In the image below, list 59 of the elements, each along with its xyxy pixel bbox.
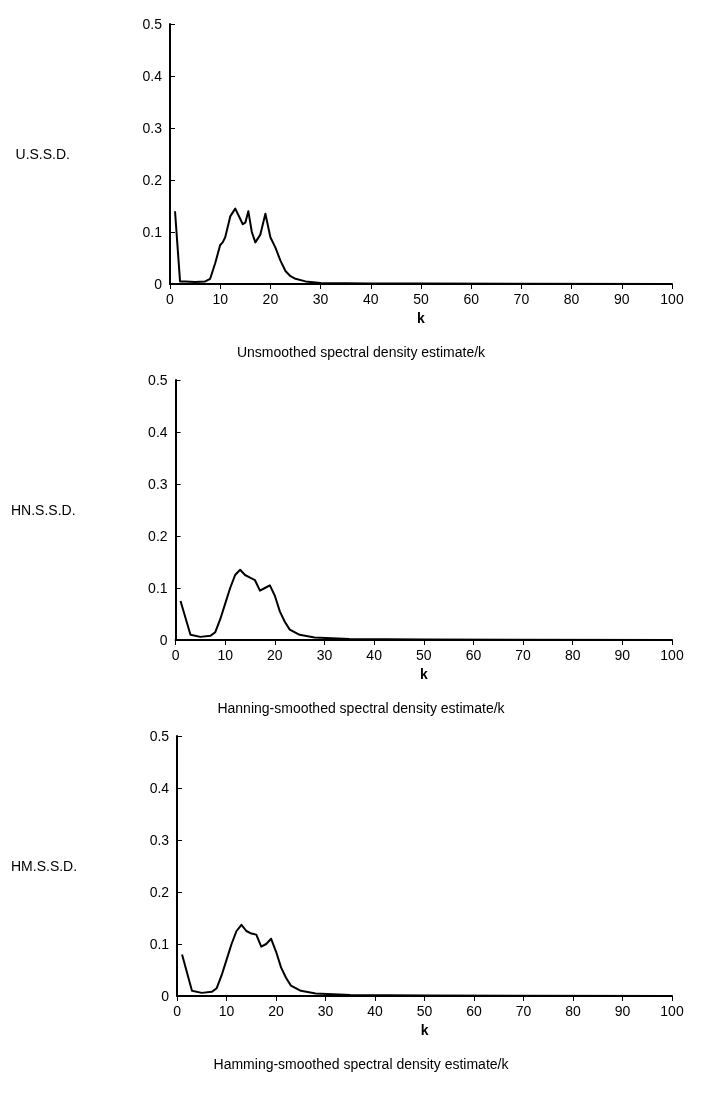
x-tick-label: 80: [563, 291, 580, 307]
x-tick-label: 50: [413, 291, 429, 307]
x-tick-label: 60: [465, 647, 482, 663]
y-tick-label: 0.3: [149, 832, 170, 848]
x-tick-label: 60: [466, 1003, 483, 1019]
x-tick-label: 0: [173, 1003, 182, 1019]
x-tick-label: 80: [565, 1003, 582, 1019]
x-tick-label: 90: [614, 1003, 631, 1019]
y-tick-label: 0.5: [149, 728, 170, 744]
x-tick-label: 90: [614, 291, 630, 307]
x-tick-label: 10: [217, 647, 234, 663]
y-tick-label: 0.1: [142, 224, 163, 240]
x-tick-label: 40: [366, 647, 383, 663]
y-tick-label: 0: [154, 276, 163, 292]
x-tick-label: 100: [660, 647, 684, 663]
x-tick-label: 70: [513, 291, 530, 307]
x-tick-label: 10: [212, 291, 229, 307]
x-tick-label: 0: [171, 647, 180, 663]
x-tick-label: 30: [317, 1003, 334, 1019]
y-tick-label: 0.2: [142, 172, 163, 188]
x-tick-label: 20: [268, 1003, 285, 1019]
x-tick-label: 100: [660, 291, 684, 307]
y-tick-label: 0: [161, 988, 170, 1004]
text: Unsmoothed spectral density estimate/k: [236, 344, 487, 360]
x-tick-label: 60: [463, 291, 480, 307]
text: Hamming-smoothed spectral density estimate/k: [213, 1056, 510, 1072]
x-tick-label: 40: [363, 291, 379, 307]
x-tick-label: 50: [415, 647, 432, 663]
y-tick-label: 0.5: [148, 372, 168, 388]
x-tick-label: 80: [564, 647, 581, 663]
x-tick-label: 40: [367, 1003, 384, 1019]
x-tick-label: 20: [262, 291, 279, 307]
x-tick-label: 30: [316, 647, 333, 663]
x-axis-title: k: [417, 309, 426, 326]
y-tick-label: 0.3: [142, 120, 163, 136]
x-tick-label: 10: [218, 1003, 235, 1019]
y-tick-label: 0.4: [142, 68, 163, 84]
y-tick-label: 0.1: [148, 580, 168, 596]
x-tick-label: 50: [416, 1003, 433, 1019]
y-axis-title: HN.S.S.D.: [10, 502, 76, 518]
y-tick-label: 0.4: [149, 780, 170, 796]
x-tick-label: 100: [660, 1003, 684, 1019]
x-tick-label: 70: [515, 1003, 532, 1019]
x-axis-title: k: [419, 665, 428, 682]
y-tick-label: 0.4: [148, 424, 168, 440]
y-tick-label: 0.2: [148, 528, 168, 544]
x-tick-label: 20: [267, 647, 283, 663]
y-axis-title: HM.S.S.D.: [10, 858, 78, 874]
y-axis-title: U.S.S.D.: [15, 146, 70, 162]
x-tick-label: 70: [515, 647, 532, 663]
x-axis-title: k: [420, 1021, 429, 1038]
y-tick-label: 0.1: [149, 936, 170, 952]
y-tick-label: 0: [159, 632, 168, 648]
y-tick-label: 0.2: [149, 884, 170, 900]
x-tick-label: 90: [614, 647, 631, 663]
x-tick-label: 30: [312, 291, 329, 307]
y-tick-label: 0.3: [148, 476, 168, 492]
text: Hanning-smoothed spectral density estimate/k: [217, 700, 506, 716]
y-tick-label: 0.5: [142, 16, 163, 32]
